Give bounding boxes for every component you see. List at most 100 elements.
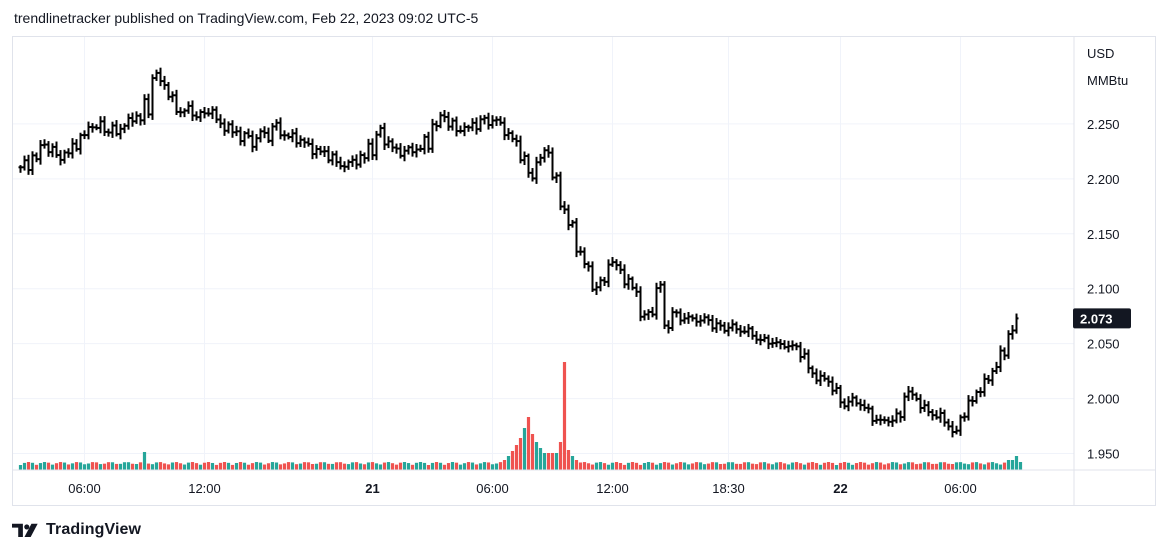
price-bar: [682, 312, 687, 324]
volume-bar: [202, 462, 207, 470]
last-price-label: 2.073: [1080, 311, 1113, 326]
volume-bar: [314, 463, 319, 470]
time-tick-label: 21: [365, 481, 379, 496]
volume-bar: [26, 462, 31, 470]
price-bar: [814, 368, 819, 385]
price-bar: [22, 155, 27, 171]
price-bar: [642, 310, 647, 321]
volume-bar: [566, 450, 571, 470]
price-bar: [878, 414, 883, 426]
price-bar: [302, 137, 307, 148]
price-bar: [718, 319, 723, 331]
price-bar: [430, 118, 435, 153]
price-bar: [382, 122, 387, 150]
price-bar: [670, 307, 675, 332]
volume-bar: [230, 464, 235, 470]
price-bar: [942, 409, 947, 427]
price-bar: [830, 376, 835, 396]
volume-bar: [414, 462, 419, 470]
volume-bar: [918, 463, 923, 470]
volume-bar: [70, 463, 75, 470]
price-bar: [326, 145, 331, 164]
volume-bar: [198, 464, 203, 470]
price-bar: [214, 106, 219, 124]
price-bar: [322, 146, 327, 158]
price-axis[interactable]: USD MMBtu 2.250 2.200 2.150 2.100 2.050 2.000…: [1087, 46, 1128, 462]
price-bar: [182, 108, 187, 118]
volume-bar: [90, 462, 95, 470]
price-chart[interactable]: USD MMBtu 2.250 2.200 2.150 2.100 2.050 2.000…: [12, 36, 1156, 506]
price-bar: [850, 392, 855, 407]
price-bar: [558, 171, 563, 211]
volume-bar: [74, 462, 79, 470]
chart-canvas[interactable]: USD MMBtu 2.250 2.200 2.150 2.100 2.050 2.000…: [12, 36, 1156, 506]
footer-brand: TradingView: [12, 519, 141, 541]
volume-bar: [222, 462, 227, 470]
time-tick-label: 06:00: [944, 481, 977, 496]
volume-bar: [606, 464, 611, 470]
price-bar: [254, 134, 259, 151]
volume-bar: [38, 463, 43, 470]
price-bar: [870, 405, 875, 426]
price-bar: [402, 145, 407, 162]
price-bar: [478, 115, 483, 132]
price-bar: [798, 341, 803, 363]
price-bar: [810, 365, 815, 378]
volume-bar: [754, 464, 759, 470]
volume-bar: [854, 463, 859, 470]
volume-bar: [174, 462, 179, 470]
chart-outer-border: [12, 36, 1156, 506]
volume-bar: [574, 460, 579, 470]
volume-bar: [66, 464, 71, 470]
volume-bar: [654, 464, 659, 470]
price-bar: [410, 142, 415, 157]
volume-bar: [1006, 460, 1011, 470]
volume-bar: [778, 462, 783, 470]
volume-bar: [150, 464, 155, 470]
price-bar: [858, 398, 863, 411]
volume-bar: [86, 463, 91, 470]
price-bar: [222, 118, 227, 136]
price-bar: [990, 367, 995, 386]
price-bar: [874, 414, 879, 424]
price-bar: [54, 141, 59, 158]
price-bar: [498, 116, 503, 126]
volume-bar: [718, 464, 723, 470]
volume-bar: [318, 462, 323, 470]
price-bar: [758, 334, 763, 346]
volume-bar: [978, 463, 983, 470]
volume-bar: [18, 465, 23, 470]
volume-bar: [714, 462, 719, 470]
volume-bar: [838, 462, 843, 470]
price-bar: [686, 311, 691, 324]
time-tick-label: 06:00: [476, 481, 509, 496]
volume-bar: [274, 462, 279, 470]
volume-bar: [398, 462, 403, 470]
price-bar: [742, 326, 747, 335]
volume-bar: [542, 453, 547, 470]
price-bar: [426, 131, 431, 153]
volume-bar: [226, 462, 231, 470]
volume-bar: [410, 464, 415, 470]
volume-bar: [62, 462, 67, 470]
price-bar: [178, 107, 183, 118]
volume-bar: [142, 452, 147, 470]
price-bar: [446, 111, 451, 131]
price-bar: [746, 323, 751, 338]
volume-bar: [902, 463, 907, 470]
price-bar: [734, 321, 739, 334]
time-axis[interactable]: 06:00 12:00 21 06:00 12:00 18:30 22 06:00: [68, 481, 977, 496]
volume-bar: [782, 463, 787, 470]
volume-bar: [170, 462, 175, 470]
price-bar: [786, 340, 791, 353]
volume-bar: [730, 462, 735, 470]
price-tick-label: 2.050: [1087, 337, 1120, 352]
price-bar: [774, 337, 779, 348]
volume-bar: [118, 463, 123, 470]
volume-bar: [206, 462, 211, 470]
volume-bar: [570, 456, 575, 470]
price-bar: [134, 111, 139, 124]
price-bar: [590, 261, 595, 292]
price-tick-label: 2.250: [1087, 117, 1120, 132]
volume-bar: [462, 463, 467, 470]
